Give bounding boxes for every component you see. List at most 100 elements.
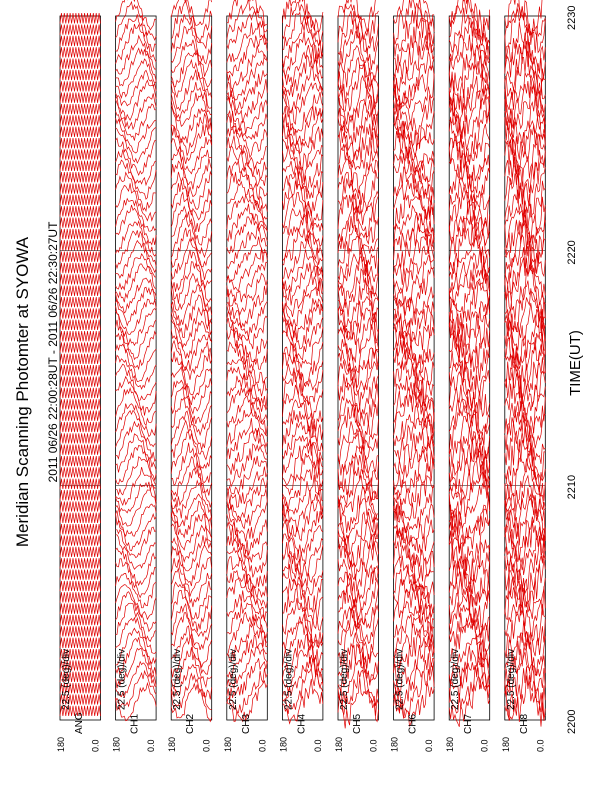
panel-trace <box>504 396 546 441</box>
panel-trace <box>282 511 324 555</box>
panel-trace <box>170 663 213 700</box>
panel-trace <box>59 13 101 24</box>
panel-trace <box>170 69 212 112</box>
panel-trace <box>337 558 379 603</box>
panel-trace <box>170 396 212 437</box>
panel-trace <box>337 585 379 629</box>
panel-ytick-max: 180 <box>445 737 455 752</box>
panel-trace <box>226 418 268 459</box>
panel-trace <box>337 169 379 214</box>
panel-trace <box>282 533 324 579</box>
panel-trace <box>115 409 157 448</box>
panel-trace <box>59 512 101 524</box>
panel-trace <box>393 486 435 534</box>
panel-trace <box>226 79 268 124</box>
panel-trace <box>282 326 324 369</box>
panel-trace <box>282 410 324 452</box>
panel-trace <box>170 191 213 233</box>
panel-trace <box>504 413 546 467</box>
panel-trace <box>448 634 491 684</box>
panel-trace <box>448 322 491 373</box>
panel-trace <box>59 353 101 365</box>
panel-trace <box>170 237 213 280</box>
panel-trace <box>282 160 324 200</box>
panel-trace <box>337 677 379 729</box>
panel-ytick-min: 0.0 <box>257 739 267 752</box>
panel-trace <box>337 541 379 592</box>
panel-trace <box>393 474 435 522</box>
panel-trace <box>504 302 546 351</box>
panel-trace <box>226 501 268 542</box>
panel-trace <box>170 339 213 380</box>
panel-trace <box>226 366 268 408</box>
panel-trace <box>337 531 379 581</box>
panel-trace <box>226 477 268 523</box>
panel-trace <box>115 23 157 64</box>
panel-trace <box>170 635 213 678</box>
panel-trace <box>226 374 268 412</box>
panel-trace <box>282 352 324 393</box>
panel-trace <box>226 193 268 232</box>
panel-trace <box>226 466 268 508</box>
panel-trace <box>170 602 213 638</box>
panel-trace <box>393 653 435 707</box>
panel-trace <box>282 384 324 432</box>
panel-ytick-max: 180 <box>112 737 122 752</box>
panel-trace <box>282 541 324 588</box>
panel-trace <box>393 360 435 410</box>
panel-label: CH1 <box>130 714 141 734</box>
panel-ytick-max: 180 <box>278 737 288 752</box>
panel-trace <box>448 311 491 364</box>
panel-trace <box>282 180 324 226</box>
panel-trace <box>115 159 157 200</box>
panel-trace <box>115 420 157 463</box>
panel-trace <box>337 382 379 427</box>
panel-trace <box>282 499 324 542</box>
panel-trace <box>59 81 101 92</box>
panel-trace <box>115 239 157 279</box>
panel-trace <box>337 316 379 363</box>
panel-trace <box>115 573 157 609</box>
panel-trace <box>226 45 268 91</box>
panel-trace <box>337 421 379 465</box>
panel-trace <box>393 541 435 590</box>
panel-trace <box>282 465 324 511</box>
panel-trace <box>504 666 546 720</box>
panel-label: CH4 <box>296 714 307 734</box>
panel-trace <box>393 600 435 643</box>
panel-ytick-max: 180 <box>501 737 511 752</box>
panel-ch7: 22.5 (deg)/div 180 0.0 CH7 <box>445 0 491 752</box>
panel-trace <box>504 82 546 137</box>
panel-trace <box>504 357 546 408</box>
panel-trace <box>115 230 157 270</box>
panel-trace <box>115 252 157 291</box>
panel-trace <box>59 331 101 342</box>
panel-trace <box>59 137 101 149</box>
panel-trace <box>393 509 435 556</box>
panel-trace <box>226 180 268 221</box>
panel-trace <box>115 602 157 643</box>
panel-trace <box>59 444 101 455</box>
panel-frame <box>59 15 101 721</box>
panel-ytick-min: 0.0 <box>146 739 156 752</box>
panel-trace <box>115 330 157 371</box>
panel-trace <box>282 82 324 125</box>
panel-trace <box>282 678 324 725</box>
panel-trace <box>59 308 101 319</box>
panel-trace <box>337 475 379 522</box>
panel-trace <box>337 64 379 112</box>
panel-trace <box>337 256 379 308</box>
panel-trace <box>226 125 268 171</box>
panel-ch2: 22.5 (deg)/div 180 0.0 CH2 <box>167 0 213 752</box>
panel-trace <box>282 11 324 57</box>
panel-ytick-min: 0.0 <box>369 739 379 752</box>
panel-trace <box>282 453 324 496</box>
panel-trace <box>171 442 212 487</box>
panel-trace <box>115 547 157 587</box>
panel-trace <box>59 194 101 206</box>
panel-trace <box>226 341 268 384</box>
panel-trace <box>337 211 379 254</box>
panel-trace <box>282 105 324 146</box>
